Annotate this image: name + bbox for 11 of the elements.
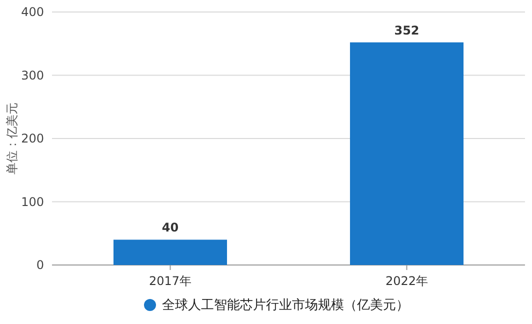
data-label: 40 [162,220,179,235]
x-tick-label: 2017年 [148,274,192,288]
y-tick-label: 0 [36,258,44,272]
y-tick-label: 100 [21,194,44,209]
y-axis-title: 单位：亿美元 [5,102,19,174]
y-tick-label: 400 [21,5,44,19]
x-tick-label: 2022年 [385,274,428,288]
data-label: 352 [394,23,420,38]
y-tick-label: 200 [21,132,44,146]
legend-label: 全球人工智能芯片行业市场规模（亿美元） [162,297,409,313]
y-tick-label: 300 [21,68,44,82]
